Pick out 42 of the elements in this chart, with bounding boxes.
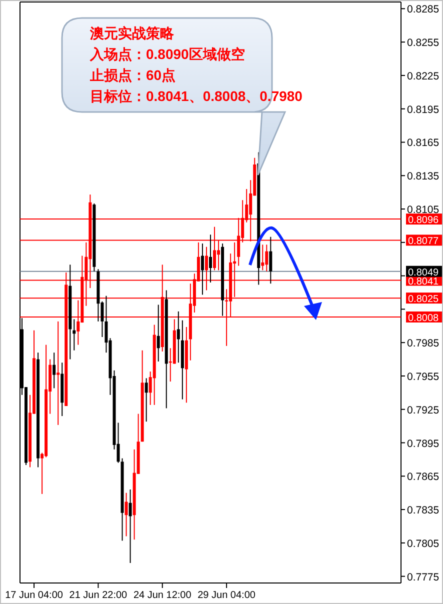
candlestick [261,244,264,271]
y-tick-label: 0.7895 [407,438,440,450]
y-tick-label: 0.8195 [407,104,440,116]
candlestick [124,492,128,537]
candlestick [144,378,148,422]
x-tick-label: 17 Jun 04:00 [5,590,64,601]
annotation: 入场点：0.8090区域做空 [89,46,245,62]
ref-line-label: 0.8077 [408,236,440,248]
y-tick-label: 0.7835 [407,504,440,517]
y-tick-label: 0.7805 [407,538,440,550]
candlestick [52,352,56,389]
candlestick [156,304,160,362]
candlestick [56,320,60,426]
ref-line-label: 0.8096 [408,215,440,226]
ref-line-label: 0.8025 [408,294,440,306]
annotation: 澳元实战策略 [89,25,175,41]
candlestick [176,310,180,364]
ref-line-label: 0.8041 [408,276,440,288]
x-tick-label: 24 Jun 12:00 [133,590,192,601]
candlestick [128,489,132,564]
y-tick-label: 0.8135 [407,170,440,183]
candlestick [72,318,76,351]
y-tick-label: 0.7955 [407,370,440,383]
candlestick [265,244,268,272]
candlestick [209,234,212,283]
y-tick-label: 0.8105 [407,204,440,216]
y-tick-label: 0.8285 [407,4,440,16]
y-tick-label: 0.8255 [407,37,440,50]
candlestick [200,243,204,296]
y-tick-label: 0.8225 [407,70,440,82]
y-tick-label: 0.7865 [407,471,440,484]
y-tick-label: 0.7775 [407,571,440,584]
x-tick-label: 29 Jun 04:00 [198,590,256,601]
y-tick-label: 0.7985 [407,338,440,350]
annotation: 止损点：60点 [89,67,176,83]
annotation: 目标位：0.8041、0.8008、0.7980 [90,88,303,104]
ref-line-label: 0.8008 [408,312,440,324]
y-tick-label: 0.8165 [407,137,440,150]
ref-line-label: 0.8049 [408,267,440,278]
x-tick-label: 21 Jun 22:00 [69,590,128,601]
y-tick-label: 0.7925 [407,404,440,416]
candlestick [269,236,272,284]
